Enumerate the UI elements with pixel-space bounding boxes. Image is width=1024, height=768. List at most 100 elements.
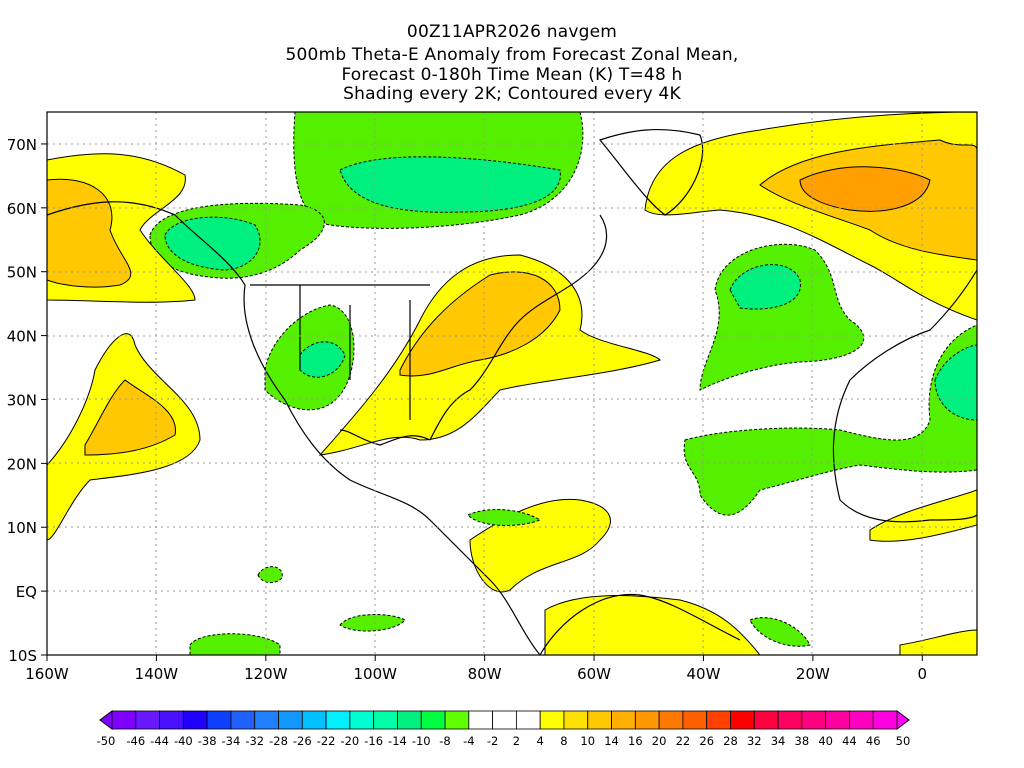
colorbar-cell <box>420 710 446 730</box>
anomaly-region-negative <box>299 341 346 378</box>
colorbar-cell <box>753 710 779 730</box>
colorbar-cell <box>563 710 589 730</box>
title-line-2: 500mb Theta-E Anomaly from Forecast Zona… <box>285 45 739 65</box>
colorbar-label: -26 <box>293 734 312 748</box>
colorbar-label: -4 <box>463 734 474 748</box>
colorbar-label: -40 <box>174 734 193 748</box>
colorbar-cell <box>444 710 470 730</box>
x-tick-label: 40W <box>687 665 721 683</box>
colorbar-cell <box>825 710 850 730</box>
anomaly-region-negative <box>749 617 811 647</box>
colorbar-cell <box>254 710 279 730</box>
colorbar-label: -50 <box>97 734 116 748</box>
colorbar-label: 32 <box>747 734 762 748</box>
colorbar-label: 20 <box>652 734 667 748</box>
anomaly-region-negative <box>339 614 406 632</box>
anomaly-region-negative <box>683 324 977 516</box>
colorbar-cell <box>777 710 803 730</box>
x-tick-label: 140W <box>135 665 179 683</box>
colorbar-label: 22 <box>676 734 691 748</box>
anomaly-region-negative <box>164 216 261 271</box>
colorbar-cell <box>682 710 708 730</box>
colorbar-label: -34 <box>222 734 241 748</box>
colorbar-label: 16 <box>628 734 643 748</box>
x-tick-label: 60W <box>577 665 611 683</box>
colorbar-cell <box>706 710 731 730</box>
x-tick-label: 120W <box>244 665 288 683</box>
anomaly-region-positive <box>84 379 176 456</box>
colorbar-label: -14 <box>388 734 407 748</box>
x-tick-label: 80W <box>468 665 502 683</box>
x-tick-label: 160W <box>25 665 69 683</box>
colorbar-label: 40 <box>818 734 833 748</box>
anomaly-shading <box>47 112 977 655</box>
x-tick-label: 100W <box>354 665 398 683</box>
colorbar-cell <box>539 710 565 730</box>
anomaly-region-positive <box>47 178 132 288</box>
anomaly-region-positive <box>399 271 561 377</box>
y-tick-label: 10N <box>7 519 37 537</box>
colorbar-label: -22 <box>317 734 336 748</box>
title-line-3: Forecast 0-180h Time Mean (K) T=48 h <box>341 65 683 85</box>
colorbar-label: 8 <box>560 734 567 748</box>
colorbar-label: 28 <box>723 734 738 748</box>
colorbar-label: 50 <box>896 734 911 748</box>
anomaly-region-positive <box>899 629 977 655</box>
colorbar-cell <box>182 710 208 730</box>
colorbar: -50 -46 -44 -40 -38 -34 -32 -28 -26 -22 -20 -16 -14-… <box>97 710 911 748</box>
colorbar-label: -38 <box>198 734 217 748</box>
colorbar-label: -16 <box>364 734 383 748</box>
colorbar-label: 14 <box>604 734 619 748</box>
colorbar-label: -2 <box>487 734 498 748</box>
y-tick-label: 60N <box>7 200 37 218</box>
colorbar-label: 26 <box>699 734 714 748</box>
y-tick-label: 10S <box>8 647 37 665</box>
colorbar-cell <box>730 710 755 730</box>
y-axis: 10S EQ 10N 20N 30N 40N 50N 60N 70N <box>7 136 47 665</box>
colorbar-label: -8 <box>439 734 450 748</box>
colorbar-label: -10 <box>412 734 431 748</box>
anomaly-region-negative <box>189 633 281 655</box>
x-tick-label: 0 <box>918 665 928 683</box>
colorbar-cell <box>301 710 327 730</box>
colorbar-label: -20 <box>340 734 359 748</box>
y-tick-label: 70N <box>7 136 37 154</box>
colorbar-label: -28 <box>269 734 288 748</box>
colorbar-label: 46 <box>866 734 881 748</box>
colorbar-label: -44 <box>150 734 169 748</box>
colorbar-cell <box>849 710 874 730</box>
colorbar-cell <box>325 710 351 730</box>
colorbar-cell <box>349 710 375 730</box>
anomaly-region-positive <box>544 595 761 655</box>
colorbar-cell <box>492 710 517 730</box>
colorbar-label: -32 <box>245 734 264 748</box>
colorbar-cell <box>206 710 232 730</box>
colorbar-cell <box>230 710 256 730</box>
colorbar-cell <box>278 710 303 730</box>
colorbar-cell <box>587 710 612 730</box>
colorbar-label: 34 <box>771 734 786 748</box>
colorbar-label: 44 <box>842 734 857 748</box>
anomaly-region-positive <box>799 166 931 212</box>
title-line-1: 00Z11APR2026 navgem <box>406 22 618 42</box>
x-axis: 160W 140W 120W 100W 80W 60W 40W 20W 0 <box>25 655 927 683</box>
colorbar-cell <box>397 710 422 730</box>
colorbar-label: 4 <box>537 734 544 748</box>
x-tick-label: 20W <box>796 665 830 683</box>
anomaly-region-negative <box>339 156 561 213</box>
anomaly-region-negative <box>257 566 283 583</box>
y-tick-label: EQ <box>16 583 37 601</box>
title-line-4: Shading every 2K; Contoured every 4K <box>343 84 681 104</box>
anomaly-region-positive <box>869 489 977 542</box>
coastlines <box>47 128 977 655</box>
colorbar-label: -46 <box>126 734 145 748</box>
gridlines <box>47 112 977 655</box>
colorbar-high-arrow <box>896 710 910 730</box>
y-tick-label: 30N <box>7 391 37 409</box>
colorbar-cell <box>658 710 684 730</box>
colorbar-cell <box>611 710 636 730</box>
anomaly-region-negative <box>729 264 801 310</box>
y-tick-label: 20N <box>7 455 37 473</box>
colorbar-cell <box>468 710 494 730</box>
